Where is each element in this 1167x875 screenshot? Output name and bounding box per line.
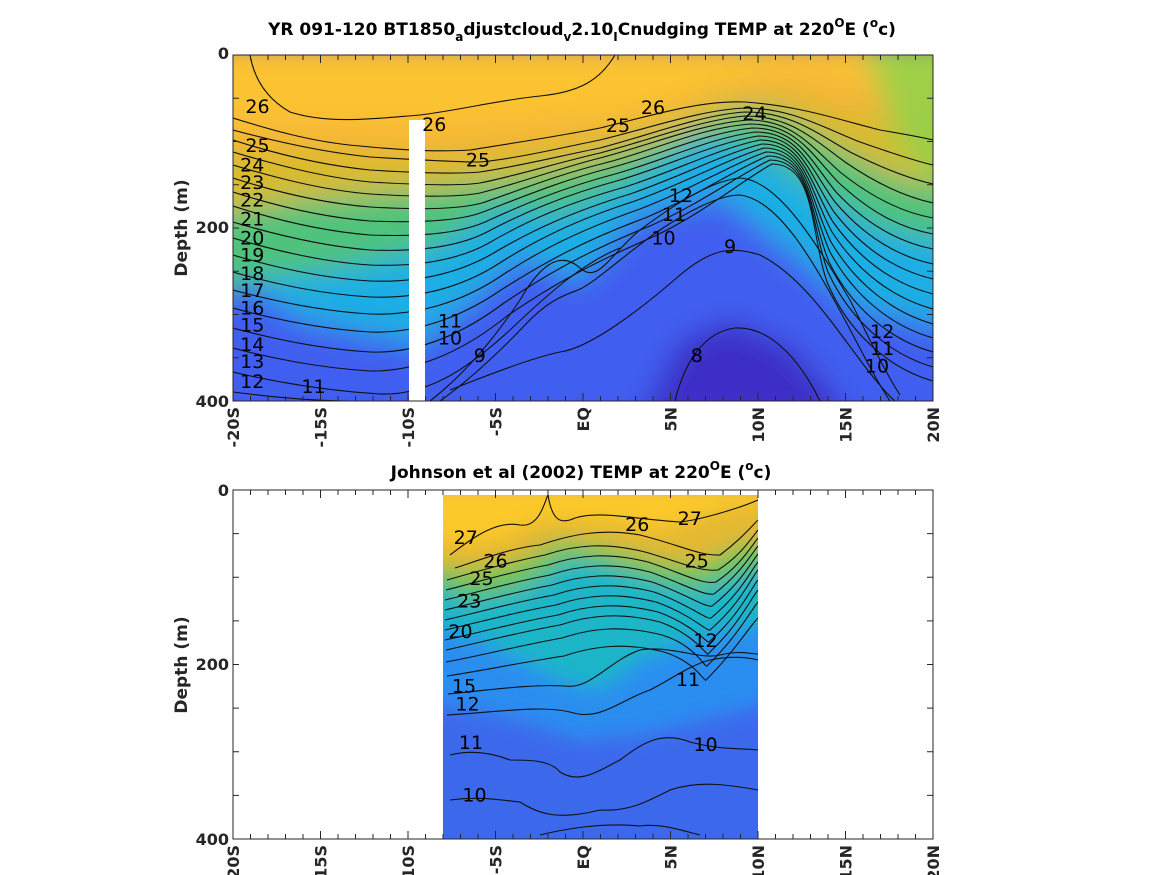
model-x-tick-label: -5S [487,407,506,436]
model-contour-label: 10 [438,328,462,350]
model-contour-label: 9 [724,236,736,258]
model-contour-label: 14 [240,334,264,356]
model-x-tick-label: -20S [224,407,243,447]
model-contour-label: 8 [691,345,703,367]
model-contour-label: 15 [240,315,264,337]
obs-contour-label: 23 [457,591,481,613]
obs-x-tick-label: -15S [312,845,331,875]
obs-y-tick-200: 200 [196,655,229,674]
model-y-ticks: 0 200 400 [196,44,229,411]
model-chart-title: YR 091-120 BT1850adjustcloudv2.10ICnudgi… [267,16,896,44]
model-contour-label: 24 [240,155,264,177]
obs-contour-label: 26 [625,514,649,536]
obs-contour-label: 25 [685,551,709,573]
model-contour-label: 12 [870,321,894,343]
obs-contour-label: 20 [448,621,472,643]
obs-x-tick-label: 20N [924,845,943,875]
model-contour-label: 26 [422,114,446,136]
obs-x-tick-label: -20S [224,845,243,875]
model-contour-label: 26 [245,96,269,118]
model-contour-label: 26 [641,97,665,119]
model-contour-label: 9 [474,345,486,367]
obs-x-tick-label: 5N [662,845,681,870]
model-contour-label: 22 [240,189,264,211]
obs-x-tick-label: -5S [487,845,506,874]
obs-x-tick-label: EQ [574,845,593,870]
obs-contour-label: 15 [452,675,476,697]
model-contour-label: 10 [865,355,889,377]
obs-contour-lines [444,495,758,836]
obs-x-tick-label: 15N [837,845,856,875]
obs-tick-marks [232,489,934,840]
model-contour-label: 16 [240,297,264,319]
model-y-tick-200: 200 [196,218,229,237]
model-panel: YR 091-120 BT1850adjustcloudv2.10ICnudgi… [172,16,943,447]
model-contour-label: 11 [662,204,686,226]
model-contour-label: 23 [240,172,264,194]
obs-x-ticks: -20S -15S -10S -5S EQ 5N 10N 15N 20N [224,845,943,875]
model-contour-label: 12 [669,185,693,207]
obs-y-ticks: 0 200 400 [196,481,229,849]
obs-chart-title: Johnson et al (2002) TEMP at 220OE (oc) [390,459,772,483]
model-tick-marks [232,54,934,402]
obs-contour-label: 11 [676,669,700,691]
model-contour-label: 10 [651,227,675,249]
model-contour-label: 19 [240,245,264,267]
model-contour-lines [233,55,933,401]
model-x-tick-label: -10S [399,407,418,447]
obs-contour-label: 12 [455,694,479,716]
model-contour-label: 25 [245,135,269,157]
model-contour-label: 17 [240,280,264,302]
obs-contour-label: 27 [454,527,478,549]
model-contour-label: 24 [742,103,766,125]
model-x-tick-label: EQ [574,407,593,432]
model-x-tick-label: 20N [924,407,943,443]
model-contour-label: 12 [240,371,264,393]
obs-contour-label: 11 [459,732,483,754]
model-x-ticks: -20S -15S -10S -5S EQ 5N 10N 15N 20N [224,407,943,447]
model-missing-data-gap [409,120,425,401]
model-y-axis-label: Depth (m) [172,179,192,276]
model-contour-label: 18 [240,263,264,285]
obs-contour-label: 25 [469,568,493,590]
model-contour-label: 11 [870,338,894,360]
obs-y-tick-400: 400 [196,830,229,849]
obs-contour-label: 27 [678,508,702,530]
obs-y-tick-0: 0 [218,481,229,500]
model-contour-label: 25 [606,115,630,137]
obs-x-tick-label: -10S [399,845,418,875]
model-x-tick-label: -15S [312,407,331,447]
obs-contour-label: 10 [462,784,486,806]
obs-panel: Johnson et al (2002) TEMP at 220OE (oc) [172,459,943,875]
model-x-tick-label: 5N [662,407,681,432]
model-contour-label: 21 [240,208,264,230]
model-x-tick-label: 15N [837,407,856,443]
obs-contour-label: 26 [483,551,507,573]
model-y-tick-400: 400 [196,392,229,411]
obs-y-axis-label: Depth (m) [172,616,192,713]
model-contour-label: 13 [240,351,264,373]
model-contour-label: 11 [301,376,325,398]
model-y-tick-0: 0 [218,44,229,63]
obs-contour-label: 12 [693,630,717,652]
model-contour-label: 20 [240,227,264,249]
model-contour-label: 25 [466,150,490,172]
obs-x-tick-label: 10N [749,845,768,875]
model-contour-label: 11 [438,310,462,332]
model-x-tick-label: 10N [749,407,768,443]
obs-contour-label: 10 [693,734,717,756]
